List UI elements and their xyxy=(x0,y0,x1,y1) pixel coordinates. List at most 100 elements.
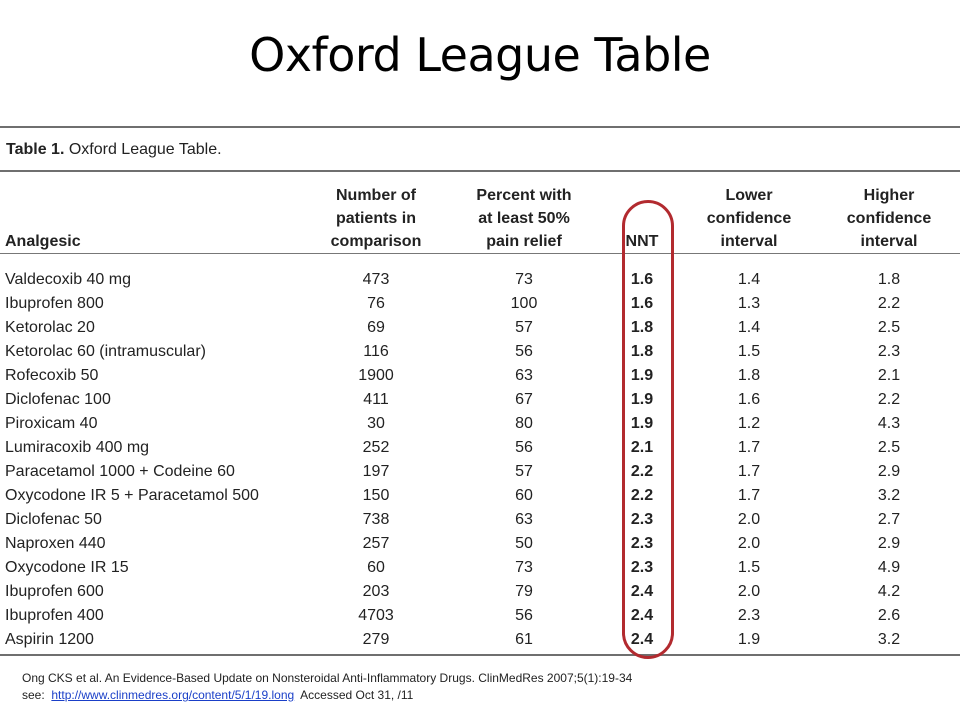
cell-nnt: 2.3 xyxy=(630,559,654,576)
table-row: Valdecoxib 40 mg 473 73 1.6 1.4 1.8 xyxy=(0,260,960,292)
table-row: Rofecoxib 50 1900 63 1.9 1.8 2.1 xyxy=(0,364,960,388)
table-row: Oxycodone IR 5 + Paracetamol 500 150 60 2.2… xyxy=(0,484,960,508)
cell-analgesic: Ketorolac 60 (intramuscular) xyxy=(5,343,206,360)
header-percent-line3: pain relief xyxy=(486,233,562,250)
cell-patients: 60 xyxy=(367,559,385,576)
cell-higher: 2.9 xyxy=(877,535,901,552)
slide-title: Oxford League Table xyxy=(249,28,711,82)
cell-analgesic: Oxycodone IR 15 xyxy=(5,559,129,576)
cell-percent: 79 xyxy=(515,583,533,600)
header-analgesic: Analgesic xyxy=(5,233,81,250)
header-rule xyxy=(0,253,960,254)
cell-higher: 2.6 xyxy=(877,607,901,624)
table-row: Ketorolac 60 (intramuscular) 116 56 1.8 1.5 2… xyxy=(0,340,960,364)
header-patients-line1: Number of xyxy=(336,187,416,204)
cell-analgesic: Paracetamol 1000 + Codeine 60 xyxy=(5,463,235,480)
cell-lower: 1.5 xyxy=(737,343,761,360)
cell-patients: 69 xyxy=(367,319,385,336)
citation-link[interactable]: http://www.clinmedres.org/content/5/1/19… xyxy=(51,688,295,702)
table-row: Ibuprofen 800 76 100 1.6 1.3 2.2 xyxy=(0,292,960,316)
cell-higher: 3.2 xyxy=(877,631,901,648)
cell-lower: 1.3 xyxy=(737,295,761,312)
cell-patients: 116 xyxy=(363,343,389,360)
cell-percent: 56 xyxy=(515,343,533,360)
table-row: Piroxicam 40 30 80 1.9 1.2 4.3 xyxy=(0,412,960,436)
table-header-row: Analgesic Number of patients in comparison… xyxy=(0,172,960,260)
cell-percent: 56 xyxy=(515,439,533,456)
cell-percent: 67 xyxy=(515,391,533,408)
citation-reference: Ong CKS et al. An Evidence-Based Update … xyxy=(22,671,633,685)
cell-nnt: 1.6 xyxy=(630,271,654,288)
cell-lower: 1.7 xyxy=(737,439,761,456)
cell-analgesic: Rofecoxib 50 xyxy=(5,367,99,384)
header-higher-line2: confidence xyxy=(846,210,932,227)
table-row: Diclofenac 50 738 63 2.3 2.0 2.7 xyxy=(0,508,960,532)
cell-analgesic: Ketorolac 20 xyxy=(5,319,95,336)
cell-percent: 100 xyxy=(510,295,538,312)
cell-higher: 2.9 xyxy=(877,463,901,480)
cell-nnt: 1.9 xyxy=(630,391,654,408)
cell-analgesic: Naproxen 440 xyxy=(5,535,106,552)
cell-analgesic: Ibuprofen 600 xyxy=(5,583,104,600)
cell-higher: 4.2 xyxy=(877,583,901,600)
cell-analgesic: Diclofenac 50 xyxy=(5,511,102,528)
cell-percent: 57 xyxy=(515,463,533,480)
table-row: Aspirin 1200 279 61 2.4 1.9 3.2 xyxy=(0,628,960,652)
cell-higher: 2.7 xyxy=(877,511,901,528)
cell-percent: 57 xyxy=(515,319,533,336)
header-patients-line2: patients in xyxy=(335,210,416,227)
cell-nnt: 2.2 xyxy=(630,487,654,504)
cell-lower: 1.6 xyxy=(737,391,761,408)
cell-lower: 1.4 xyxy=(737,319,761,336)
cell-patients: 203 xyxy=(362,583,390,600)
cell-lower: 2.3 xyxy=(737,607,761,624)
table-row: Oxycodone IR 15 60 73 2.3 1.5 4.9 xyxy=(0,556,960,580)
cell-lower: 1.4 xyxy=(737,271,761,288)
table-row: Paracetamol 1000 + Codeine 60 197 57 2.2 1.7… xyxy=(0,460,960,484)
cell-percent: 56 xyxy=(515,607,533,624)
cell-higher: 2.2 xyxy=(877,295,901,312)
cell-patients: 738 xyxy=(362,511,390,528)
cell-higher: 3.2 xyxy=(877,487,901,504)
cell-patients: 76 xyxy=(367,295,385,312)
table-row: Ibuprofen 400 4703 56 2.4 2.3 2.6 xyxy=(0,604,960,628)
cell-patients: 252 xyxy=(362,439,390,456)
cell-analgesic: Valdecoxib 40 mg xyxy=(5,271,131,288)
header-nnt: NNT xyxy=(625,233,659,250)
citation: Ong CKS et al. An Evidence-Based Update … xyxy=(22,670,632,704)
cell-nnt: 1.8 xyxy=(630,343,654,360)
header-lower: Lower confidence interval xyxy=(680,172,818,260)
cell-nnt: 1.6 xyxy=(630,295,654,312)
nnt-highlight-oval xyxy=(622,200,674,659)
cell-analgesic: Ibuprofen 800 xyxy=(5,295,104,312)
cell-lower: 2.0 xyxy=(737,511,761,528)
cell-patients: 279 xyxy=(362,631,390,648)
caption-rule xyxy=(0,170,960,172)
cell-percent: 63 xyxy=(515,367,533,384)
cell-analgesic: Lumiracoxib 400 mg xyxy=(5,439,150,456)
cell-higher: 1.8 xyxy=(877,271,901,288)
cell-analgesic: Aspirin 1200 xyxy=(5,631,94,648)
table-row: Ketorolac 20 69 57 1.8 1.4 2.5 xyxy=(0,316,960,340)
table-row: Naproxen 440 257 50 2.3 2.0 2.9 xyxy=(0,532,960,556)
header-patients: Number of patients in comparison xyxy=(308,172,444,260)
table-row: Diclofenac 100 411 67 1.9 1.6 2.2 xyxy=(0,388,960,412)
header-percent: Percent with at least 50% pain relief xyxy=(444,172,604,260)
cell-lower: 1.9 xyxy=(737,631,761,648)
cell-nnt: 2.4 xyxy=(630,607,654,624)
cell-patients: 197 xyxy=(362,463,390,480)
citation-source-line: see: http://www.clinmedres.org/content/5… xyxy=(22,687,632,704)
header-higher-line3: interval xyxy=(860,233,918,250)
cell-percent: 61 xyxy=(515,631,533,648)
citation-accessed: Accessed Oct 31, /11 xyxy=(294,688,414,702)
cell-analgesic: Diclofenac 100 xyxy=(5,391,111,408)
table-caption: Table 1. Oxford League Table. xyxy=(6,141,222,159)
citation-see-label: see: xyxy=(22,688,52,702)
header-lower-line2: confidence xyxy=(706,210,792,227)
cell-higher: 2.2 xyxy=(877,391,901,408)
cell-patients: 150 xyxy=(362,487,390,504)
cell-patients: 411 xyxy=(363,391,389,408)
header-patients-line3: comparison xyxy=(330,233,422,250)
table-caption-text: Oxford League Table. xyxy=(64,141,222,158)
cell-patients: 257 xyxy=(362,535,390,552)
